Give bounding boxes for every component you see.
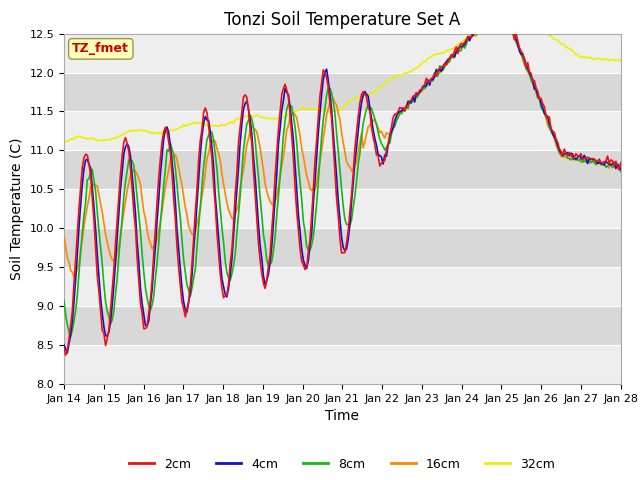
Bar — [64, 267, 621, 306]
Bar — [64, 189, 621, 228]
Text: TZ_fmet: TZ_fmet — [72, 42, 129, 55]
Bar — [64, 345, 621, 384]
Legend: 2cm, 4cm, 8cm, 16cm, 32cm: 2cm, 4cm, 8cm, 16cm, 32cm — [124, 453, 561, 476]
Title: Tonzi Soil Temperature Set A: Tonzi Soil Temperature Set A — [224, 11, 461, 29]
X-axis label: Time: Time — [325, 409, 360, 423]
Y-axis label: Soil Temperature (C): Soil Temperature (C) — [10, 138, 24, 280]
Bar — [64, 34, 621, 72]
Bar — [64, 111, 621, 150]
